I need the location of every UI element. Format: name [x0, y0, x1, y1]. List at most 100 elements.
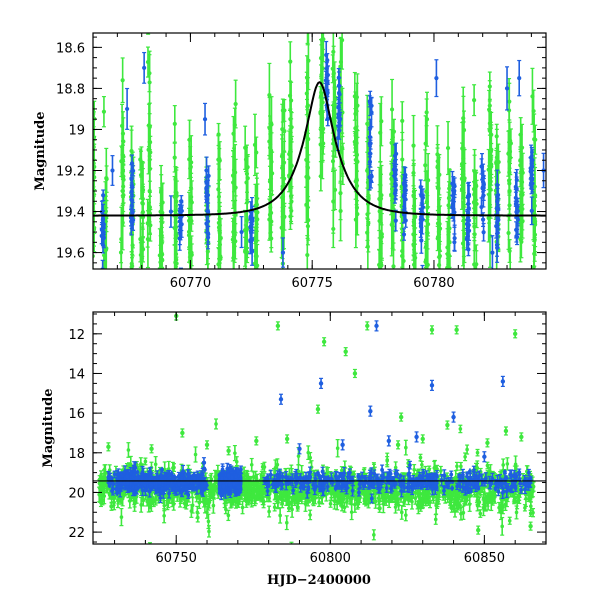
top-green-point [438, 308, 442, 312]
bottom-green-point [340, 468, 344, 473]
top-green-point [269, 159, 274, 164]
top-green-point [494, 134, 499, 139]
top-blue-point [392, 153, 398, 158]
top-blue-point [204, 194, 209, 199]
top-green-point [447, 226, 452, 231]
top-ytick-label: 18.8 [56, 82, 85, 97]
top-green-point [507, 181, 512, 186]
top-green-point [412, 267, 417, 269]
top-green-point [339, 38, 345, 43]
top-ytick-label: 19.2 [56, 164, 85, 179]
top-green-point [104, 176, 109, 181]
top-green-point [245, 302, 249, 306]
top-blue-point [420, 195, 425, 200]
top-green-point [532, 289, 536, 293]
top-green-point [496, 336, 500, 340]
top-blue-outlier [280, 250, 286, 255]
top-green-point [424, 117, 430, 122]
bottom-green-point [97, 481, 102, 486]
top-blue-point [393, 218, 398, 223]
top-green-point [506, 230, 511, 236]
top-ytick-label: 18.6 [56, 41, 85, 56]
top-green-point [145, 237, 151, 242]
top-green-point [389, 222, 394, 227]
bottom-data-layer [97, 312, 536, 544]
top-green-point [231, 229, 236, 235]
top-data-layer [93, 33, 546, 340]
top-green-point [140, 279, 144, 283]
top-green-point [244, 218, 250, 223]
top-green-point [158, 276, 162, 280]
top-green-point [507, 295, 511, 299]
top-blue-point [325, 90, 330, 95]
top-green-point [318, 94, 324, 99]
top-blue-point [495, 245, 500, 250]
top-green-point [101, 109, 107, 114]
top-green-point [487, 107, 492, 112]
top-green-point [508, 276, 512, 280]
top-green-point [436, 263, 442, 268]
top-blue-point [418, 217, 423, 222]
top-green-point [389, 107, 395, 112]
top-blue-point [205, 209, 211, 215]
top-blue-point [369, 174, 374, 179]
top-green-point [507, 248, 512, 254]
top-green-point [365, 230, 370, 235]
top-green-point [519, 159, 524, 164]
top-green-point [424, 218, 430, 223]
top-green-point [321, 37, 326, 42]
top-blue-point [464, 221, 470, 227]
top-green-point [533, 137, 538, 142]
top-green-point [462, 176, 467, 181]
top-blue-outlier [239, 229, 244, 235]
top-green-point [120, 220, 125, 225]
top-green-point [93, 225, 97, 230]
top-green-point [399, 286, 403, 290]
top-xtick-label: 60770 [170, 276, 211, 291]
top-green-point [436, 295, 440, 299]
top-green-point [218, 235, 223, 241]
top-blue-point [205, 235, 211, 240]
top-green-point [255, 307, 259, 311]
top-blue-point [338, 116, 343, 121]
bottom-green-point [372, 533, 376, 537]
top-blue-point [480, 175, 486, 181]
bottom-green-point [410, 499, 414, 504]
top-blue-point [206, 173, 211, 178]
top-green-point [216, 262, 221, 267]
top-green-point [305, 165, 310, 170]
top-green-point [252, 142, 258, 147]
top-green-point [147, 140, 153, 145]
top-green-point [233, 101, 238, 107]
top-xtick-label: 60775 [292, 276, 333, 291]
top-green-point [204, 323, 208, 327]
top-green-point [378, 130, 383, 135]
top-green-point [189, 200, 194, 205]
top-green-point [288, 194, 294, 199]
top-blue-point [249, 238, 255, 243]
top-ytick-label: 19.6 [56, 247, 85, 262]
top-green-point [130, 278, 134, 282]
top-green-point [472, 224, 477, 229]
top-blue-point [514, 186, 519, 191]
top-green-point [243, 305, 247, 309]
top-blue-point [466, 201, 471, 207]
top-green-point [474, 272, 478, 276]
top-green-point [411, 143, 416, 148]
top-blue-point [369, 110, 374, 115]
top-green-point [353, 179, 358, 184]
top-green-point [246, 315, 250, 319]
top-green-point [141, 293, 145, 297]
top-green-point [473, 276, 477, 280]
top-green-point [305, 104, 310, 109]
top-green-point [147, 71, 152, 76]
top-green-point [280, 194, 286, 199]
top-green-point [435, 221, 441, 226]
top-green-point [244, 171, 250, 176]
top-green-point [423, 260, 429, 265]
top-green-point [288, 214, 293, 219]
top-green-point [160, 299, 164, 303]
top-blue-point [177, 209, 183, 214]
top-green-point [462, 273, 466, 277]
